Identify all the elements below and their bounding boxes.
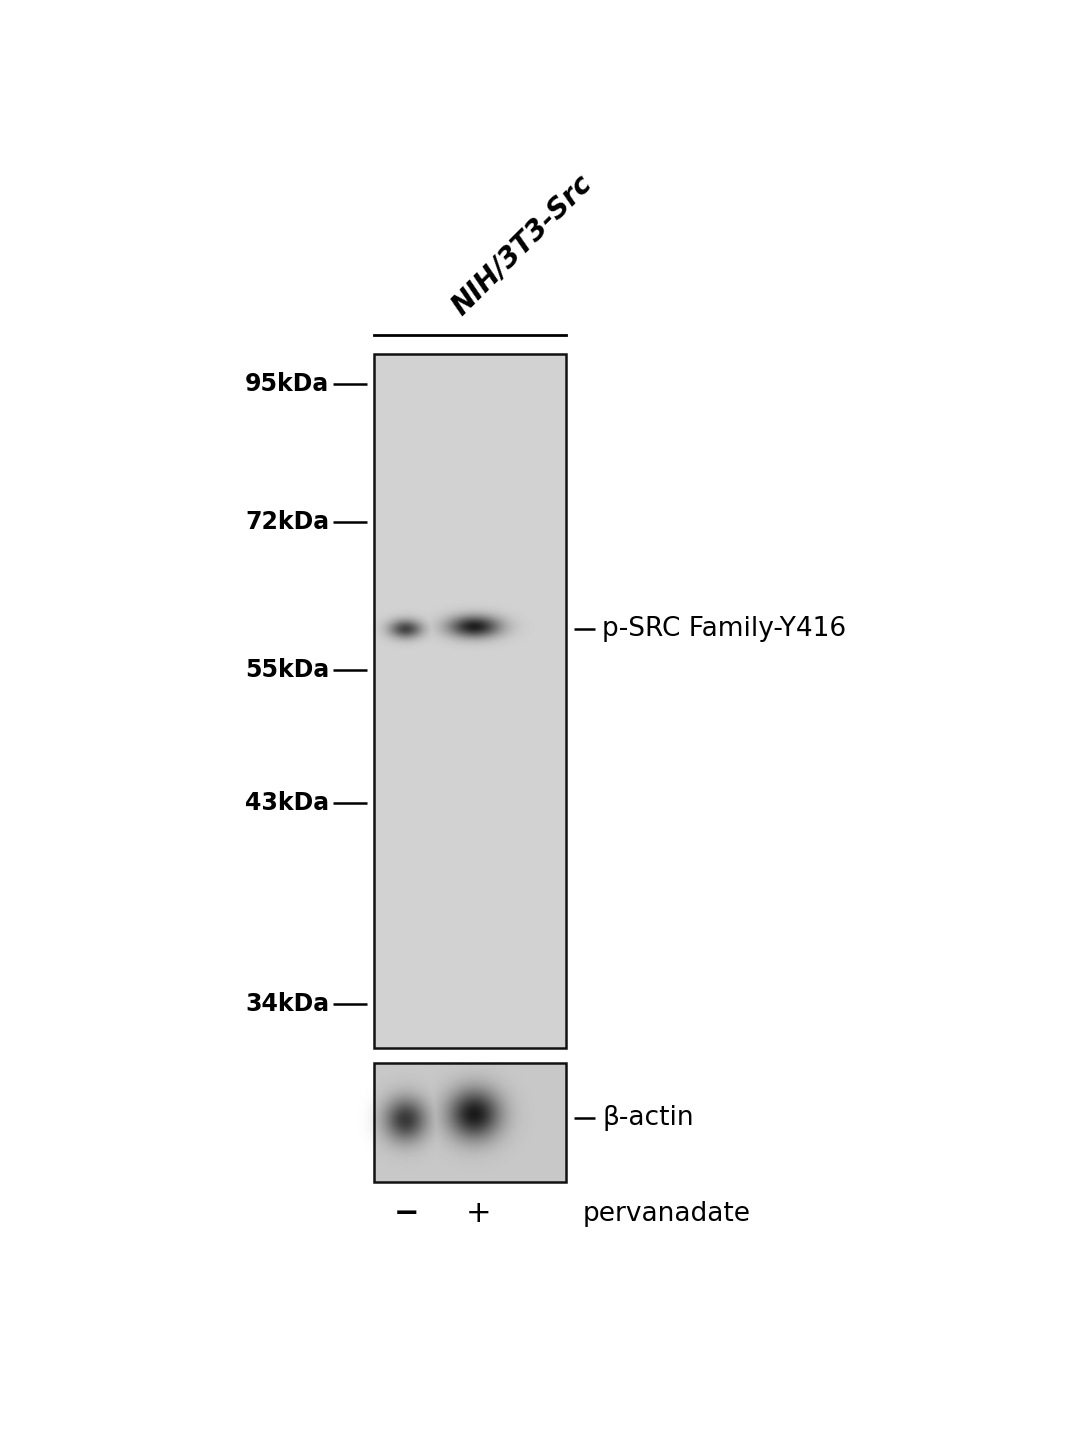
Text: p-SRC Family-Y416: p-SRC Family-Y416 — [602, 616, 846, 643]
Bar — [374, 1063, 566, 1181]
Text: 72kDa: 72kDa — [245, 510, 329, 534]
Text: NIH/3T3-Src: NIH/3T3-Src — [446, 169, 597, 321]
Text: +: + — [465, 1200, 491, 1229]
Text: −: − — [393, 1200, 419, 1229]
Text: 55kDa: 55kDa — [245, 659, 329, 682]
Text: 95kDa: 95kDa — [245, 371, 329, 395]
Text: β-actin: β-actin — [602, 1106, 693, 1131]
Text: 43kDa: 43kDa — [245, 790, 329, 815]
Bar — [374, 354, 566, 1048]
Text: 34kDa: 34kDa — [245, 992, 329, 1017]
Text: pervanadate: pervanadate — [583, 1201, 751, 1227]
